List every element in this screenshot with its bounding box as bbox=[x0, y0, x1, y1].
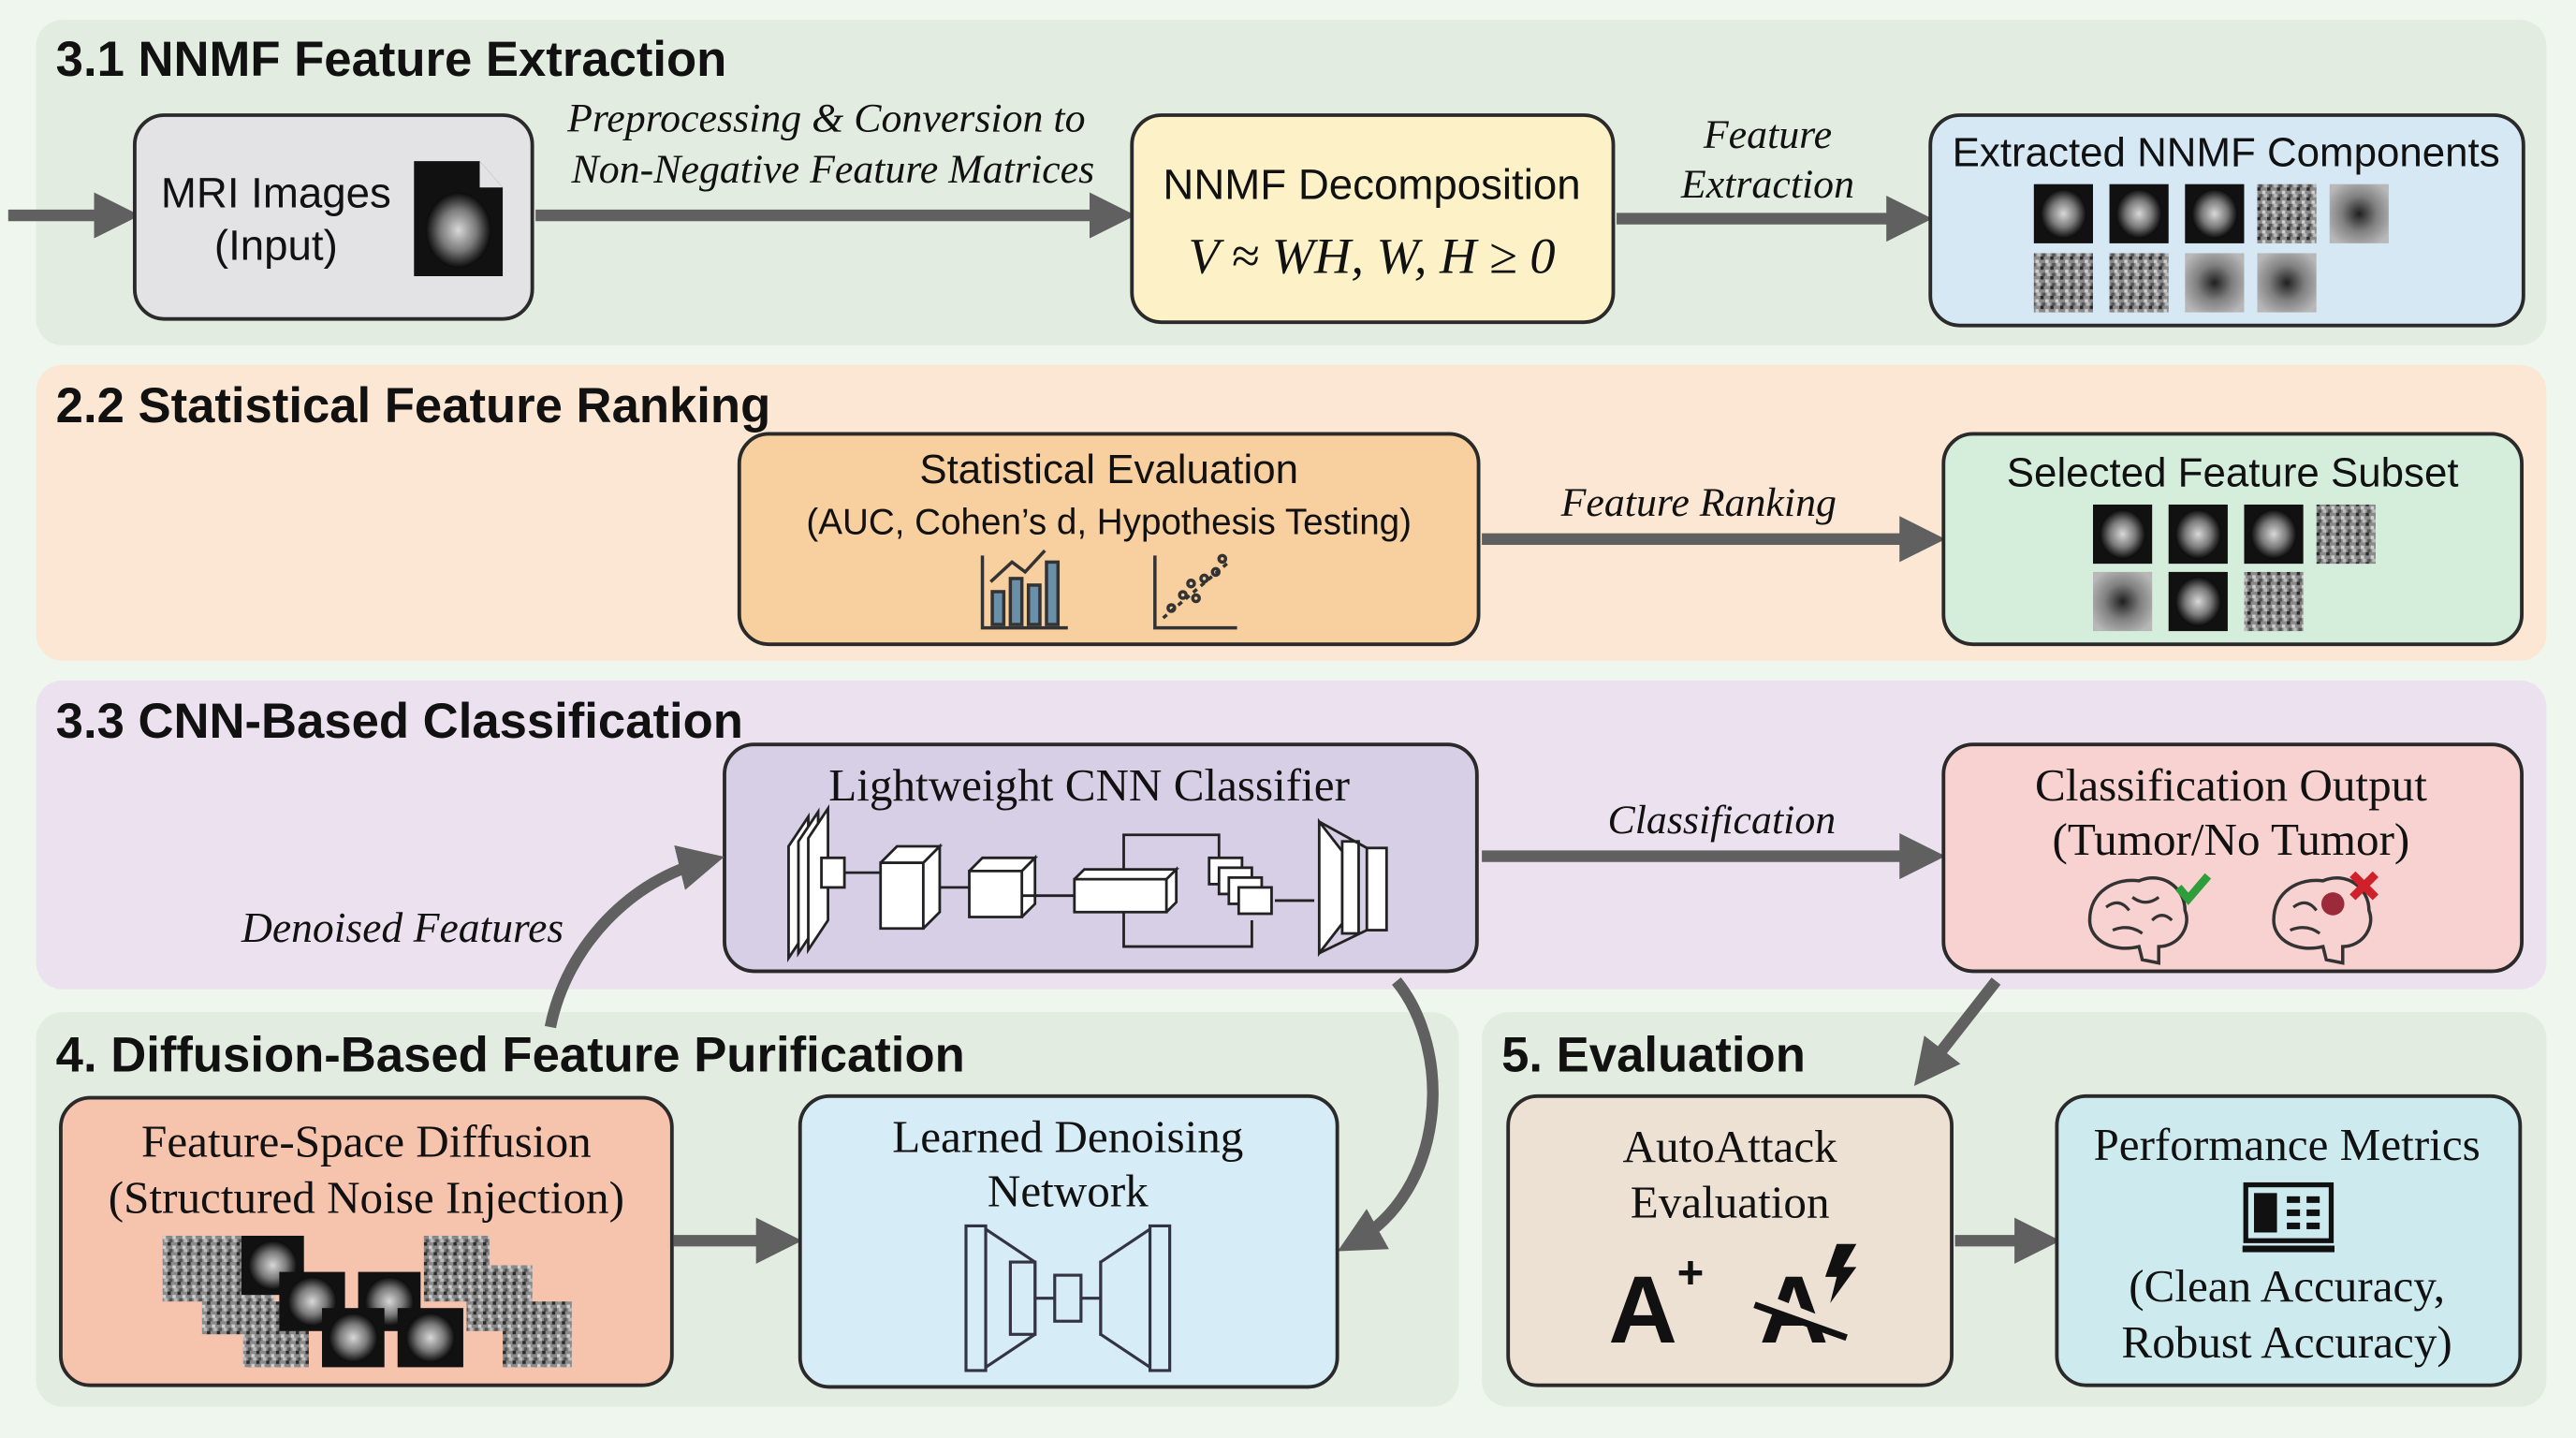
a-plus-icon: A + bbox=[1608, 1248, 1704, 1363]
box-label: Selected Feature Subset bbox=[2007, 450, 2459, 496]
output-to-evaluation-arrow bbox=[1913, 977, 2001, 1086]
mri-file-icon bbox=[414, 161, 504, 276]
box-label: Network bbox=[988, 1165, 1149, 1216]
arrow-label: Non-Negative Feature Matrices bbox=[571, 147, 1095, 192]
subset-thumbnails bbox=[2093, 504, 2376, 632]
component-thumbnails bbox=[2033, 183, 2389, 313]
arrow-label: Extraction bbox=[1680, 162, 1854, 207]
arrow-label: Classification bbox=[1607, 798, 1836, 843]
feature-space-diffusion-box: Feature-Space Diffusion (Structured Nois… bbox=[59, 1095, 674, 1387]
tumor-brain-cross-icon bbox=[2272, 871, 2378, 965]
feature-thumbnail bbox=[2185, 183, 2245, 243]
box-label: Evaluation bbox=[1631, 1177, 1830, 1228]
metrics-dashboard-icon bbox=[2242, 1181, 2334, 1253]
box-label: Feature-Space Diffusion bbox=[141, 1116, 592, 1167]
box-label: Extracted NNMF Components bbox=[1953, 129, 2500, 175]
box-label: Classification Output bbox=[2035, 759, 2427, 811]
healthy-brain-check-icon bbox=[2087, 873, 2212, 965]
arrow-label: Feature bbox=[1703, 112, 1832, 157]
feature-thumbnail bbox=[2316, 504, 2376, 565]
performance-metrics-box: Performance Metrics (Clean Accuracy, Rob… bbox=[2055, 1093, 2523, 1387]
bar-chart-icon bbox=[980, 549, 1068, 630]
feature-thumbnail bbox=[2244, 571, 2304, 632]
autoattack-evaluation-box: AutoAttack Evaluation A + A bbox=[1506, 1093, 1954, 1387]
nnmf-decomposition-box: NNMF Decomposition V ≈ WH, W, H ≥ 0 bbox=[1130, 113, 1616, 325]
feature-thumbnail bbox=[2329, 183, 2389, 243]
feature-thumbnail bbox=[2093, 571, 2153, 632]
section-title: 3.1 NNMF Feature Extraction bbox=[56, 32, 727, 87]
section-title: 3.3 CNN-Based Classification bbox=[56, 694, 743, 749]
feature-thumbnail bbox=[2185, 253, 2245, 313]
feature-thumbnail bbox=[2093, 504, 2153, 565]
feature-thumbnail bbox=[2244, 504, 2304, 565]
learned-denoising-box: Learned Denoising Network bbox=[798, 1093, 1339, 1389]
box-label: MRI Images bbox=[161, 169, 391, 216]
box-label: Robust Accuracy) bbox=[2121, 1316, 2452, 1368]
box-label: (Tumor/No Tumor) bbox=[2053, 814, 2410, 865]
feature-thumbnail bbox=[2168, 504, 2228, 565]
feature-thumbnail bbox=[2257, 253, 2317, 313]
mri-input-box: MRI Images (Input) bbox=[132, 113, 534, 321]
box-label: AutoAttack bbox=[1623, 1121, 1838, 1172]
arrow-label: Feature Ranking bbox=[1560, 480, 1837, 525]
formula: V ≈ WH, W, H ≥ 0 bbox=[1188, 227, 1555, 284]
scatter-plot-icon bbox=[1153, 553, 1237, 630]
svg-text:+: + bbox=[1677, 1248, 1705, 1299]
cnn-architecture-icon bbox=[787, 804, 1388, 963]
nnmf-components-box: Extracted NNMF Components bbox=[1928, 113, 2525, 328]
feature-thumbnail bbox=[2033, 253, 2093, 313]
noise-injection-images bbox=[162, 1235, 572, 1368]
denoised-features-arrow bbox=[544, 844, 724, 1029]
feature-thumbnail bbox=[2257, 183, 2317, 243]
statistical-evaluation-box: Statistical Evaluation (AUC, Cohen’s d, … bbox=[737, 432, 1481, 647]
box-label: Lightweight CNN Classifier bbox=[828, 759, 1350, 811]
a-attack-icon: A bbox=[1753, 1243, 1857, 1363]
box-label: Statistical Evaluation bbox=[919, 447, 1298, 492]
feature-thumbnail bbox=[2109, 253, 2169, 313]
box-label: Learned Denoising bbox=[892, 1110, 1243, 1162]
box-label: NNMF Decomposition bbox=[1163, 161, 1580, 209]
box-label: (Clean Accuracy, bbox=[2129, 1260, 2445, 1312]
svg-text:A: A bbox=[1608, 1256, 1677, 1363]
denoised-features-label: Denoised Features bbox=[241, 903, 564, 951]
section-title: 5. Evaluation bbox=[1501, 1027, 1806, 1082]
feature-thumbnail bbox=[2109, 183, 2169, 243]
unet-icon bbox=[964, 1224, 1172, 1372]
section-title: 4. Diffusion-Based Feature Purification bbox=[56, 1027, 965, 1082]
classification-output-box: Classification Output (Tumor/No Tumor) bbox=[1941, 742, 2525, 974]
feature-thumbnail bbox=[2168, 571, 2228, 632]
box-label: Performance Metrics bbox=[2093, 1119, 2480, 1170]
cnn-to-denoise-arrow bbox=[1338, 977, 1439, 1252]
feature-thumbnail bbox=[2033, 183, 2093, 243]
box-label: (Structured Noise Injection) bbox=[109, 1171, 624, 1223]
cnn-classifier-box: Lightweight CNN Classifier bbox=[723, 742, 1479, 974]
box-label: (Input) bbox=[214, 221, 338, 269]
selected-feature-subset-box: Selected Feature Subset bbox=[1941, 432, 2525, 647]
section-title: 2.2 Statistical Feature Ranking bbox=[56, 378, 771, 433]
box-label: (AUC, Cohen’s d, Hypothesis Testing) bbox=[806, 503, 1412, 543]
arrow-label: Preprocessing & Conversion to bbox=[566, 96, 1085, 141]
